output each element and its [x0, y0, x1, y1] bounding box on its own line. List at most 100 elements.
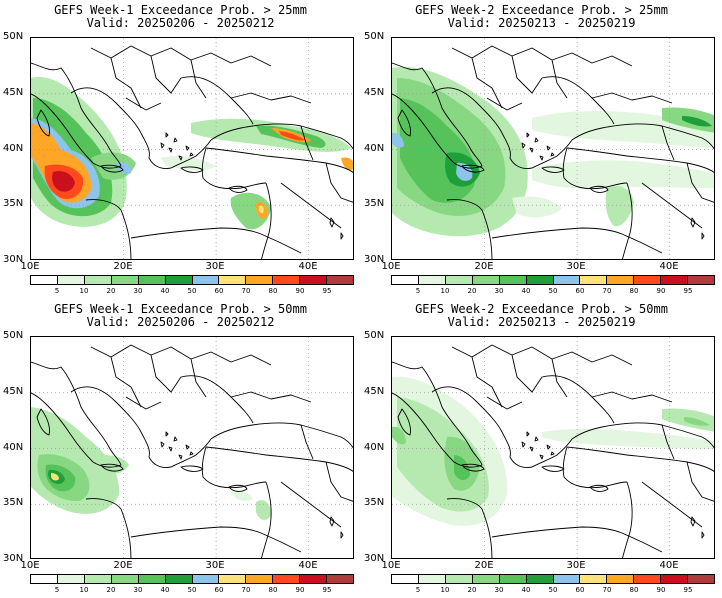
colorbar-label: 90 — [295, 287, 305, 295]
lat-label: 45N — [3, 87, 24, 98]
colorbar-label: 90 — [656, 287, 666, 295]
colorbar-label: 10 — [440, 287, 450, 295]
lon-label: 20E — [113, 261, 133, 272]
lat-label: 30N — [364, 254, 385, 265]
colorbar — [391, 275, 715, 285]
coastlines-and-borders — [31, 344, 353, 558]
lon-label: 40E — [659, 560, 679, 571]
colorbar-label: 5 — [415, 586, 421, 594]
lon-label: 40E — [659, 261, 679, 272]
lat-label: 35N — [364, 198, 385, 209]
colorbar-label: 95 — [322, 586, 332, 594]
colorbar-swatch — [164, 575, 192, 583]
colorbar-label: 60 — [575, 287, 585, 295]
colorbar-swatch — [56, 276, 84, 284]
lon-label: 40E — [298, 560, 318, 571]
colorbar-label: 50 — [548, 287, 558, 295]
colorbar-label: 10 — [440, 586, 450, 594]
map-area — [30, 336, 354, 559]
lat-label: 40N — [364, 143, 385, 154]
colorbar-swatch — [392, 276, 418, 284]
colorbar-swatch — [31, 575, 57, 583]
colorbar-label: 50 — [187, 586, 197, 594]
colorbar-label: 50 — [187, 287, 197, 295]
probability-shading — [31, 77, 353, 230]
colorbar-swatch — [164, 276, 192, 284]
colorbar-label: 95 — [683, 287, 693, 295]
colorbar-label: 20 — [467, 287, 477, 295]
probability-map — [392, 337, 714, 558]
colorbar-swatch — [498, 575, 526, 583]
colorbar-swatch — [471, 276, 499, 284]
colorbar-label: 20 — [106, 586, 116, 594]
colorbar-label: 60 — [214, 287, 224, 295]
colorbar-label: 70 — [602, 287, 612, 295]
colorbar-label: 60 — [575, 586, 585, 594]
colorbar-label: 30 — [494, 586, 504, 594]
colorbar-swatch — [444, 276, 472, 284]
colorbar-label: 50 — [548, 586, 558, 594]
colorbar-swatch — [552, 276, 580, 284]
colorbar-swatch — [31, 276, 57, 284]
colorbar-label: 40 — [521, 287, 531, 295]
colorbar-swatch — [272, 575, 300, 583]
colorbar-swatch — [83, 276, 111, 284]
lat-label: 45N — [364, 386, 385, 397]
colorbar-swatch — [525, 276, 553, 284]
colorbar-swatch — [83, 575, 111, 583]
panel-valid-dates: Valid: 20250206 - 20250212 — [86, 16, 275, 30]
lon-label: 40E — [298, 261, 318, 272]
colorbar-swatch — [191, 276, 219, 284]
colorbar-swatch — [218, 276, 246, 284]
colorbar-swatch — [110, 575, 138, 583]
colorbar-label: 80 — [629, 287, 639, 295]
colorbar-label: 5 — [54, 586, 60, 594]
panel-title: GEFS Week-1 Exceedance Prob. > 50mm — [54, 302, 307, 316]
colorbar-swatch — [606, 575, 634, 583]
lat-label: 45N — [3, 386, 24, 397]
colorbar-label: 80 — [629, 586, 639, 594]
lat-label: 35N — [3, 497, 24, 508]
coastlines-and-borders — [392, 45, 714, 259]
colorbar — [391, 574, 715, 584]
panel-week1-50mm: GEFS Week-1 Exceedance Prob. > 50mm Vali… — [0, 299, 361, 598]
colorbar-label: 30 — [133, 586, 143, 594]
colorbar-swatch — [660, 276, 688, 284]
colorbar-label: 80 — [268, 287, 278, 295]
lat-label: 40N — [3, 442, 24, 453]
lat-label: 30N — [3, 254, 24, 265]
panel-week2-25mm: GEFS Week-2 Exceedance Prob. > 25mm Vali… — [361, 0, 722, 299]
lat-label: 35N — [3, 198, 24, 209]
colorbar-swatch — [218, 575, 246, 583]
colorbar-swatch — [137, 276, 165, 284]
colorbar — [30, 574, 354, 584]
colorbar-label: 70 — [241, 586, 251, 594]
colorbar-swatch — [471, 575, 499, 583]
colorbar-label: 95 — [322, 287, 332, 295]
colorbar-label: 80 — [268, 586, 278, 594]
colorbar-swatch — [191, 575, 219, 583]
lon-label: 20E — [474, 560, 494, 571]
colorbar-label: 20 — [106, 287, 116, 295]
colorbar-swatch — [687, 575, 715, 583]
lon-label: 20E — [113, 560, 133, 571]
panel-title: GEFS Week-2 Exceedance Prob. > 50mm — [415, 302, 668, 316]
colorbar-swatch — [56, 575, 84, 583]
probability-map — [31, 38, 353, 259]
lon-label: 30E — [205, 560, 225, 571]
lat-label: 50N — [3, 31, 24, 42]
colorbar-swatch — [326, 276, 354, 284]
lat-label: 50N — [364, 31, 385, 42]
colorbar-label: 90 — [295, 586, 305, 594]
colorbar-label: 90 — [656, 586, 666, 594]
panel-title: GEFS Week-1 Exceedance Prob. > 25mm — [54, 3, 307, 17]
colorbar-swatch — [245, 276, 273, 284]
colorbar-label: 70 — [241, 287, 251, 295]
colorbar-swatch — [299, 276, 327, 284]
colorbar-swatch — [272, 276, 300, 284]
colorbar-swatch — [299, 575, 327, 583]
lon-label: 10E — [381, 261, 401, 272]
lat-label: 50N — [3, 330, 24, 341]
colorbar-swatch — [633, 276, 661, 284]
lon-label: 20E — [474, 261, 494, 272]
